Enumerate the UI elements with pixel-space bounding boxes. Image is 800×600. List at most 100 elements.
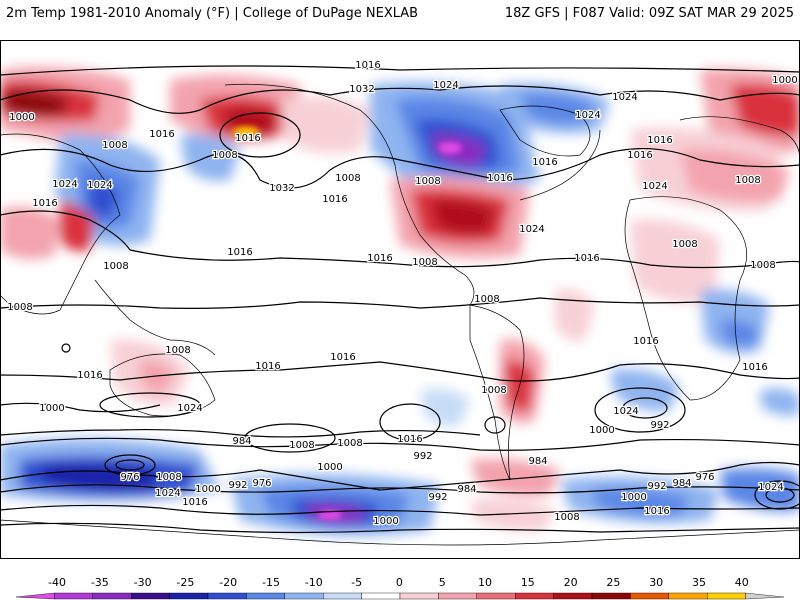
isobar-label: 1016 [322, 194, 347, 205]
colorbar-swatch [15, 592, 55, 600]
isobar-label: 1016 [255, 361, 280, 372]
isobar-label: 1032 [269, 183, 294, 194]
colorbar-swatch [630, 592, 670, 600]
isobar-label: 976 [252, 478, 271, 489]
isobar-contours [0, 65, 800, 534]
model-valid-time: 18Z GFS | F087 Valid: 09Z SAT MAR 29 202… [504, 6, 794, 21]
isobar-label: 1008 [156, 472, 181, 483]
colorbar-swatch [323, 592, 362, 600]
isobar-label: 1024 [87, 180, 112, 191]
isobar-label: 1016 [647, 135, 672, 146]
isobar-label: 1016 [367, 253, 392, 264]
isobar-label: 1000 [9, 112, 34, 123]
isobar-label: 1024 [613, 406, 638, 417]
isobar-label: 1024 [575, 110, 600, 121]
isobar-label: 1016 [742, 362, 767, 373]
isobar-label: 1016 [77, 370, 102, 381]
isobar-label: 984 [672, 478, 691, 489]
isobar-label: 1008 [415, 176, 440, 187]
colorbar-swatch [130, 592, 170, 600]
isobar-label: 976 [695, 472, 714, 483]
isobar-label: 1000 [373, 516, 398, 527]
colorbar-tick-label: -5 [351, 576, 362, 589]
colorbar-tick-label: -25 [176, 576, 194, 589]
colorbar-swatch [438, 592, 477, 600]
isobar-label: 1016 [633, 336, 658, 347]
isobar-label: 1024 [642, 181, 667, 192]
colorbar-swatch [54, 592, 94, 600]
isobar-label: 1024 [155, 488, 180, 499]
isobar-label: 1016 [574, 253, 599, 264]
colorbar-swatch [361, 592, 401, 600]
isobar-label: 1000 [317, 462, 342, 473]
isobar-label: 992 [647, 481, 666, 492]
isobar-label: 984 [528, 456, 547, 467]
isobar-label: 1000 [621, 492, 646, 503]
isobar-label: 1016 [487, 173, 512, 184]
isobar-label: 1016 [397, 434, 422, 445]
colorbar-tick-label: -20 [219, 576, 237, 589]
isobar-label: 1000 [195, 484, 220, 495]
colorbar-tick-label: -35 [91, 576, 109, 589]
isobar-label: 1008 [337, 438, 362, 449]
isobar-label: 1016 [182, 497, 207, 508]
isobar-label: 1024 [433, 80, 458, 91]
isobar-label: 992 [228, 480, 247, 491]
isobar-label: 1008 [735, 175, 760, 186]
isobar-label: 1008 [335, 173, 360, 184]
isobar-label: 1008 [103, 261, 128, 272]
colorbar-swatch [745, 592, 785, 600]
colorbar-swatch [553, 592, 593, 600]
colorbar-swatch [284, 592, 324, 600]
colorbar-tick-label: 35 [692, 576, 706, 589]
isobar-label: 984 [232, 436, 251, 447]
colorbar-tick-label: 25 [606, 576, 620, 589]
colorbar-swatch [246, 592, 285, 600]
isobar-label: 992 [413, 451, 432, 462]
isobar-label: 1008 [7, 302, 32, 313]
isobar-label: 1016 [627, 150, 652, 161]
isobar-label: 1008 [102, 140, 127, 151]
colorbar-tick-label: 10 [478, 576, 492, 589]
isobar-label: 1016 [330, 352, 355, 363]
colorbar-swatch [707, 592, 746, 600]
isobar-label: 1008 [750, 260, 775, 271]
isobar-label: 1016 [227, 247, 252, 258]
isobar-label: 1016 [532, 157, 557, 168]
isobar-label: 1008 [412, 257, 437, 268]
isobar-label: 1008 [672, 239, 697, 250]
colorbar-swatch [169, 592, 209, 600]
colorbar-swatches [15, 592, 785, 600]
colorbar-swatch [476, 592, 516, 600]
isobar-label: 1000 [772, 75, 797, 86]
colorbar-swatch [92, 592, 132, 600]
isobar-label: 1008 [481, 385, 506, 396]
isobar-label: 1016 [235, 133, 260, 144]
isobar-label: 992 [650, 420, 669, 431]
colorbar-tick-label: 5 [439, 576, 446, 589]
colorbar-tick-label: -10 [305, 576, 323, 589]
isobar-label: 1000 [589, 425, 614, 436]
isobar-label: 1000 [39, 403, 64, 414]
isobar-label: 1024 [519, 224, 544, 235]
colorbar-tick-label: 0 [396, 576, 403, 589]
colorbar-tick-labels: -40 -35 -30 -25 -20 -15 -10 -5 0 5 10 15 20 25 30 35 40 [48, 576, 749, 589]
colorbar-swatch [515, 592, 554, 600]
colorbar: -40 -35 -30 -25 -20 -15 -10 -5 0 5 10 15 20 25 30 35 40 [15, 576, 785, 600]
isobar-label: 1024 [612, 92, 637, 103]
isobar-label: 1016 [149, 129, 174, 140]
isobar-label: 1016 [32, 198, 57, 209]
isobar-label: 1024 [52, 179, 77, 190]
isobar-label: 1008 [212, 150, 237, 161]
isobar-label: 1008 [554, 512, 579, 523]
isobar-label: 1008 [289, 440, 314, 451]
colorbar-swatch [591, 592, 631, 600]
isobar-label: 1016 [355, 60, 380, 71]
colorbar-tick-label: -15 [262, 576, 280, 589]
colorbar-tick-label: -40 [48, 576, 66, 589]
colorbar-tick-label: -30 [134, 576, 152, 589]
isobar-label: 1032 [349, 84, 374, 95]
colorbar-swatch [399, 592, 439, 600]
